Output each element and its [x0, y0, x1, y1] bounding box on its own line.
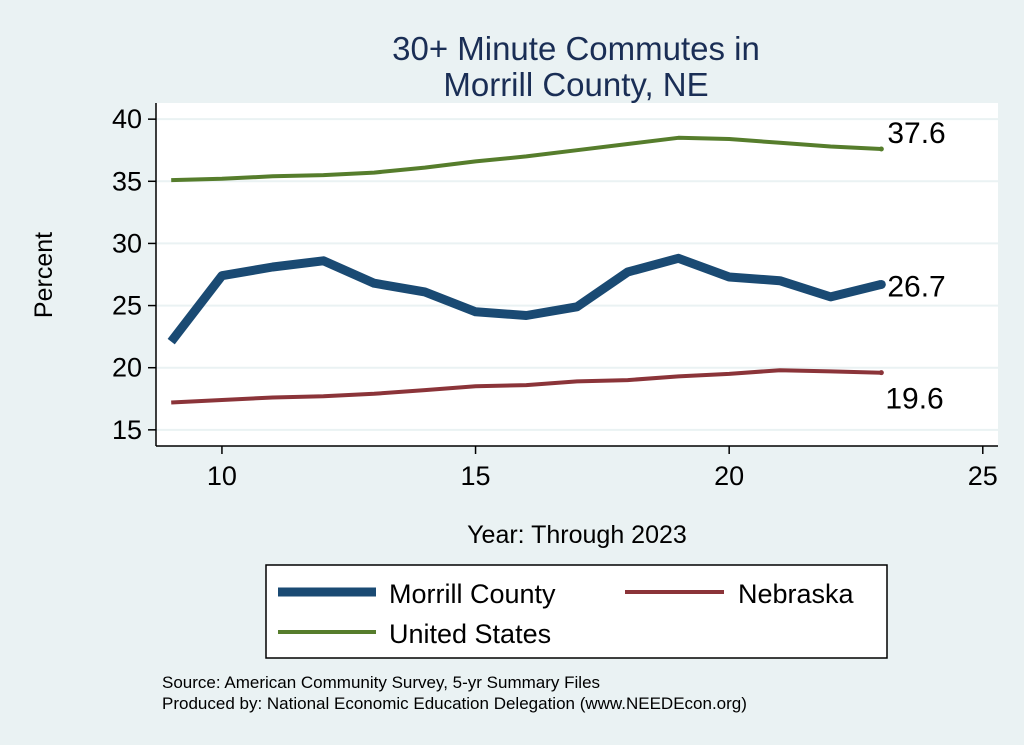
end-point-united-states	[878, 146, 884, 152]
end-labels: 26.7 19.6 37.6	[885, 117, 945, 416]
series-line-nebraska	[171, 368, 882, 405]
x-tick-label-15: 15	[461, 461, 491, 491]
legend-label-morrill-county: Morrill County	[389, 579, 556, 609]
producer-note: Produced by: National Economic Education…	[162, 694, 747, 713]
chart-title: 30+ Minute Commutes in Morrill County, N…	[392, 30, 760, 103]
series-lines	[167, 135, 886, 405]
end-point-nebraska	[878, 370, 884, 376]
plot-area	[156, 103, 998, 446]
axes: 15 20 25 30 35 40 10 15 20 25	[112, 103, 998, 491]
y-tick-label-20: 20	[112, 353, 142, 383]
y-tick-label-30: 30	[112, 228, 142, 258]
end-point-morrill-county	[876, 279, 886, 289]
end-label-morrill-county: 26.7	[887, 270, 945, 303]
y-tick-label-40: 40	[112, 104, 142, 134]
legend-label-nebraska: Nebraska	[738, 579, 855, 609]
series-line-morrill-county	[167, 253, 883, 345]
y-tick-label-25: 25	[112, 291, 142, 321]
legend-label-united-states: United States	[389, 619, 551, 649]
source-note: Source: American Community Survey, 5-yr …	[162, 673, 600, 692]
legend-box	[265, 564, 888, 659]
y-axis-label: Percent	[30, 232, 58, 318]
y-tick-label-35: 35	[112, 166, 142, 196]
x-tick-label-20: 20	[714, 461, 744, 491]
series-line-united-states	[171, 135, 882, 183]
x-axis-label: Year: Through 2023	[467, 521, 687, 549]
legend: Morrill County Nebraska United States	[265, 564, 888, 659]
x-tick-label-10: 10	[207, 461, 237, 491]
y-tick-label-15: 15	[112, 415, 142, 445]
chart-title-line-2: Morrill County, NE	[443, 66, 708, 103]
x-tick-label-25: 25	[968, 461, 998, 491]
chart-title-line-1: 30+ Minute Commutes in	[392, 30, 760, 67]
end-label-united-states: 37.6	[887, 117, 945, 150]
end-label-nebraska: 19.6	[885, 383, 943, 416]
